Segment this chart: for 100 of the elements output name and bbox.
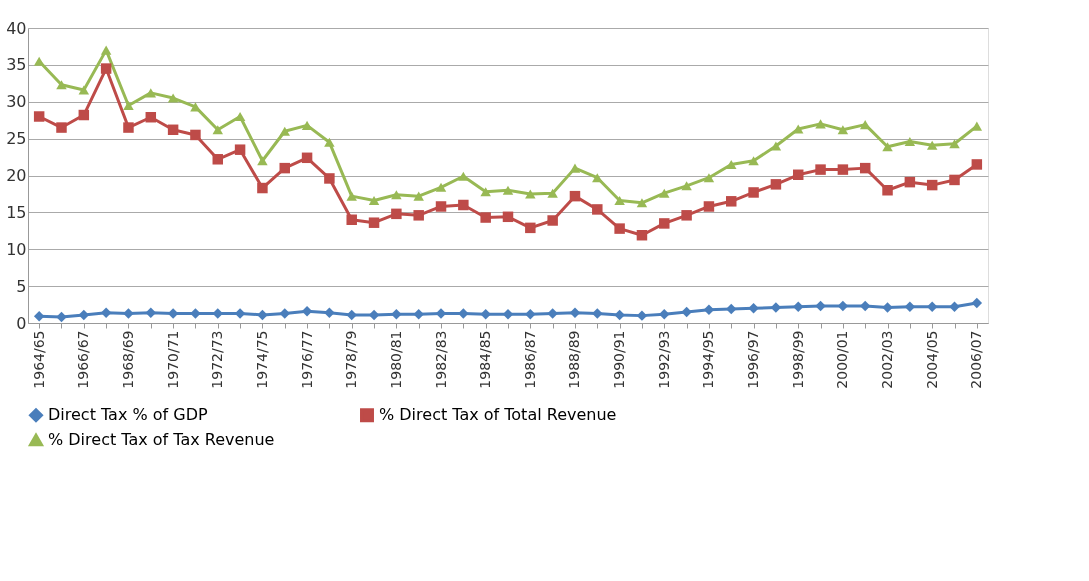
x-tick-label: 2000/01 — [834, 330, 851, 389]
point — [614, 309, 625, 321]
point — [547, 188, 558, 198]
point — [569, 190, 581, 202]
point — [726, 303, 737, 315]
legend-label: Direct Tax % of GDP — [48, 405, 208, 425]
x-tick-label: 1966/67 — [75, 330, 92, 389]
point — [56, 122, 67, 133]
point — [837, 125, 849, 135]
point — [324, 307, 335, 318]
point — [726, 196, 737, 207]
point — [346, 309, 357, 321]
point — [123, 100, 134, 110]
point — [100, 307, 112, 318]
x-tick-label: 1964/65 — [30, 330, 47, 389]
point — [659, 218, 670, 229]
point — [279, 308, 290, 319]
point — [346, 191, 357, 201]
point — [904, 176, 916, 188]
point — [301, 152, 313, 164]
point — [614, 223, 625, 234]
point — [190, 102, 201, 112]
point — [234, 111, 246, 122]
point — [33, 56, 45, 66]
point — [636, 198, 648, 208]
y-tick-label: 10 — [6, 239, 27, 259]
point — [904, 137, 916, 147]
point — [569, 307, 581, 318]
point — [123, 308, 134, 319]
point — [971, 297, 983, 309]
y-tick-label: 30 — [6, 92, 27, 112]
point — [547, 308, 558, 319]
x-tick-label: 2006/07 — [968, 330, 985, 389]
y-tick-label: 0 — [16, 313, 27, 333]
point — [391, 190, 402, 200]
point — [592, 173, 603, 183]
point — [592, 308, 603, 319]
point — [815, 119, 826, 129]
x-tick-label: 1978/79 — [343, 330, 360, 389]
point — [413, 191, 424, 201]
point — [190, 129, 201, 141]
point — [681, 181, 692, 191]
legend-label: % Direct Tax of Tax Revenue — [48, 430, 275, 449]
x-tick-label: 1980/81 — [387, 330, 404, 389]
point — [681, 210, 692, 221]
point — [458, 308, 469, 319]
x-tick-label: 1992/93 — [655, 330, 672, 389]
point — [368, 196, 380, 206]
y-tick-label: 25 — [6, 129, 27, 149]
point — [435, 182, 447, 192]
point — [926, 179, 938, 191]
point — [770, 302, 782, 313]
point — [33, 111, 45, 122]
point — [525, 222, 536, 234]
point — [368, 217, 380, 228]
x-tick-label: 1972/73 — [209, 330, 226, 389]
point — [212, 154, 224, 165]
x-tick-label: 1982/83 — [432, 330, 449, 389]
point — [748, 303, 759, 314]
y-tick-label: 15 — [6, 202, 27, 222]
point — [659, 188, 670, 198]
point — [458, 171, 469, 181]
point — [748, 187, 759, 198]
point — [56, 80, 67, 90]
point — [859, 162, 871, 174]
point — [413, 210, 424, 221]
y-tick-label: 5 — [16, 276, 27, 296]
point — [636, 229, 648, 241]
point — [547, 215, 558, 226]
point — [502, 211, 514, 223]
y-tick-label: 40 — [6, 18, 27, 38]
point — [815, 300, 826, 312]
point — [770, 179, 782, 190]
point — [458, 199, 469, 211]
point — [837, 164, 849, 175]
point — [145, 111, 157, 123]
point — [279, 126, 290, 136]
x-tick-label: 1998/99 — [789, 330, 806, 389]
x-tick-label: 1990/91 — [611, 330, 628, 389]
point — [324, 137, 335, 147]
point — [279, 162, 290, 174]
point — [726, 159, 737, 169]
x-tick-label: 1988/89 — [566, 330, 583, 389]
point — [257, 156, 268, 166]
point — [480, 308, 491, 320]
point — [56, 311, 67, 323]
x-tick-label: 1976/77 — [298, 330, 315, 389]
point — [391, 208, 402, 220]
point — [413, 308, 424, 320]
point — [792, 169, 804, 181]
point — [815, 164, 826, 175]
point — [949, 174, 960, 186]
point — [882, 185, 893, 196]
x-tick-label: 1996/97 — [745, 330, 762, 389]
point — [882, 302, 893, 313]
point — [569, 163, 581, 173]
y-tick-label: 35 — [6, 55, 27, 75]
point — [212, 125, 224, 135]
point — [167, 124, 179, 136]
point — [703, 201, 715, 212]
